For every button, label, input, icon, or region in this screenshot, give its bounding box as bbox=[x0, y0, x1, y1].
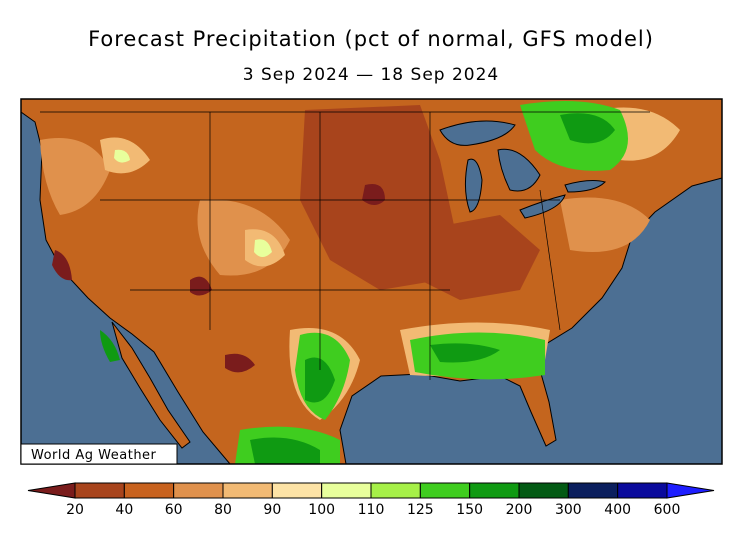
colorbar-swatch bbox=[469, 482, 520, 499]
credit-box bbox=[20, 443, 178, 465]
colorbar-swatch bbox=[271, 482, 323, 499]
colorbar-swatch bbox=[123, 482, 175, 499]
colorbar-label: 300 bbox=[555, 502, 582, 518]
colorbar-swatch bbox=[370, 482, 421, 499]
map-title: Forecast Precipitation (pct of normal, G… bbox=[88, 27, 654, 51]
colorbar-label: 20 bbox=[66, 502, 84, 518]
dry-area bbox=[420, 215, 540, 300]
colorbar-swatch bbox=[321, 482, 372, 499]
colorbar-swatch bbox=[173, 482, 224, 499]
colorbar: 20 40 60 80 90 100 110 125 150 200 300 400 600 bbox=[27, 482, 715, 518]
colorbar-swatch bbox=[518, 482, 569, 499]
colorbar-swatch bbox=[222, 482, 273, 499]
colorbar-swatch bbox=[74, 482, 125, 499]
map-subtitle: 3 Sep 2024 — 18 Sep 2024 bbox=[243, 65, 499, 85]
colorbar-label: 90 bbox=[263, 502, 281, 518]
colorbar-label: 200 bbox=[506, 502, 533, 518]
colorbar-high-arrow bbox=[666, 482, 715, 499]
credit: World Ag Weather bbox=[31, 448, 157, 463]
map-body bbox=[21, 99, 722, 464]
colorbar-label: 110 bbox=[358, 502, 385, 518]
colorbar-swatch bbox=[419, 482, 471, 499]
colorbar-label: 40 bbox=[115, 502, 133, 518]
colorbar-label: 150 bbox=[456, 502, 483, 518]
state-borders bbox=[40, 111, 650, 380]
wet-area bbox=[235, 101, 628, 464]
colorbar-label: 125 bbox=[407, 502, 434, 518]
colorbar-label: 400 bbox=[604, 502, 631, 518]
colorbar-label: 100 bbox=[308, 502, 335, 518]
great-lakes bbox=[439, 120, 606, 219]
colorbar-label: 80 bbox=[214, 502, 232, 518]
colorbar-low-arrow bbox=[27, 482, 76, 499]
colorbar-swatch bbox=[567, 482, 619, 499]
colorbar-label: 60 bbox=[165, 502, 183, 518]
baja bbox=[111, 321, 191, 449]
map-frame bbox=[20, 98, 723, 465]
colorbar-label: 600 bbox=[654, 502, 681, 518]
colorbar-swatch bbox=[617, 482, 668, 499]
wet-area bbox=[114, 149, 272, 257]
